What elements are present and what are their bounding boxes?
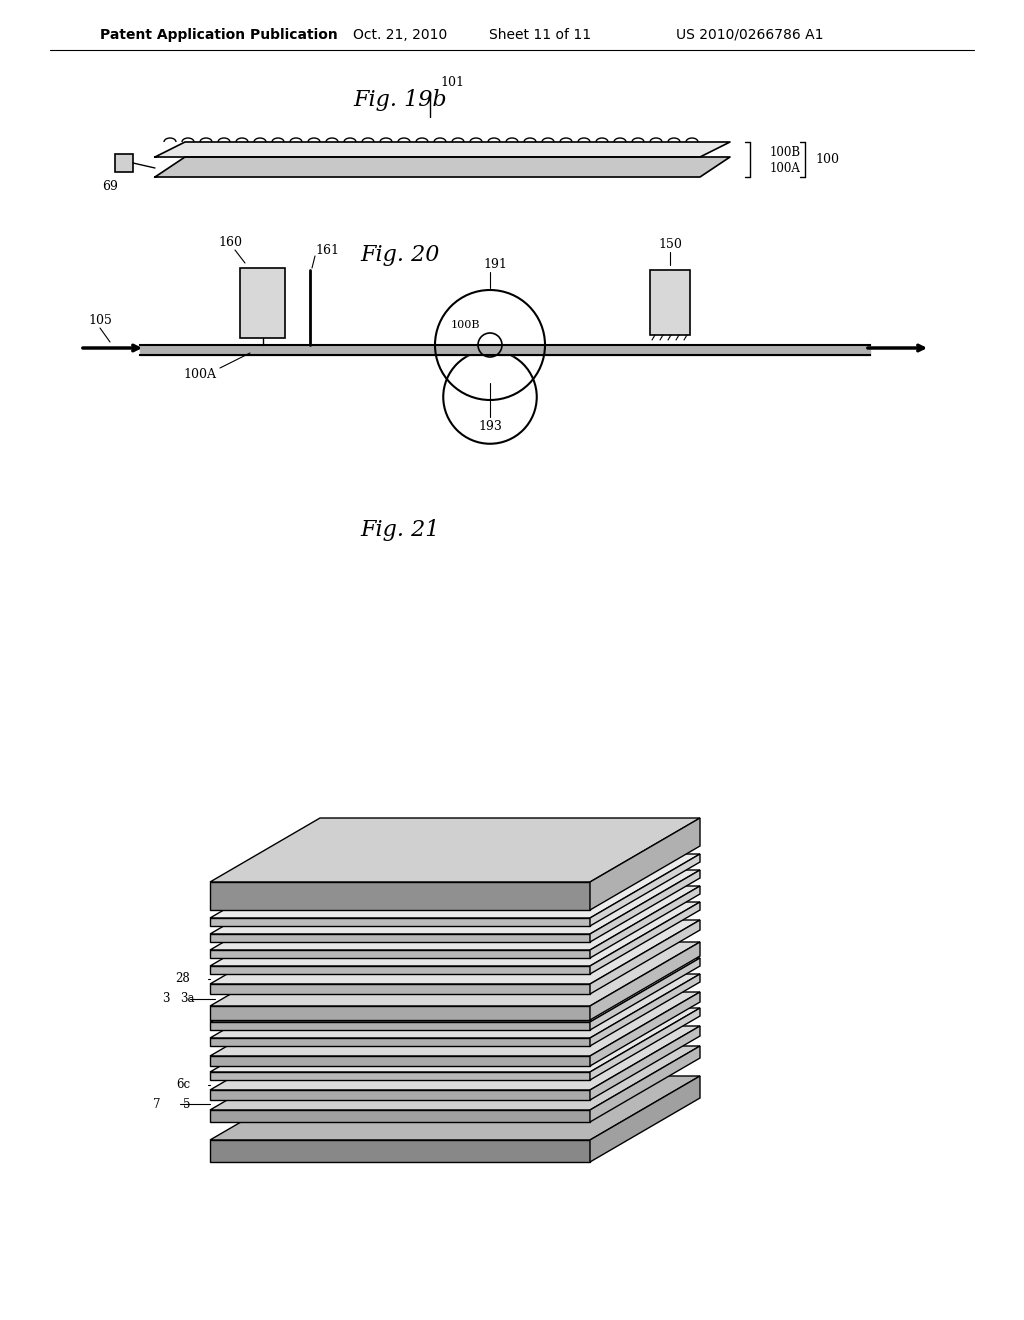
Polygon shape <box>590 942 700 1020</box>
Text: 191: 191 <box>483 259 507 272</box>
Bar <box>240 268 285 338</box>
Text: 3a: 3a <box>180 993 195 1006</box>
Polygon shape <box>210 993 700 1056</box>
Polygon shape <box>210 870 700 935</box>
Text: Sheet 11 of 11: Sheet 11 of 11 <box>488 28 591 42</box>
Polygon shape <box>590 886 700 958</box>
Polygon shape <box>210 974 700 1038</box>
Text: 5: 5 <box>182 1097 190 1110</box>
Polygon shape <box>210 1022 590 1030</box>
Text: 24: 24 <box>630 924 645 936</box>
Polygon shape <box>210 854 700 917</box>
Text: 150: 150 <box>658 239 682 252</box>
Polygon shape <box>210 1056 590 1067</box>
Text: 8: 8 <box>673 932 681 945</box>
Polygon shape <box>210 1026 700 1090</box>
Text: 3: 3 <box>163 993 170 1006</box>
Text: 28: 28 <box>175 973 190 986</box>
Polygon shape <box>210 818 700 882</box>
Polygon shape <box>210 983 590 994</box>
Text: Patent Application Publication: Patent Application Publication <box>100 28 338 42</box>
Polygon shape <box>590 958 700 1030</box>
Text: 100A: 100A <box>183 368 216 381</box>
Text: 6a: 6a <box>630 1011 644 1024</box>
Text: Fig. 20: Fig. 20 <box>360 244 439 267</box>
Polygon shape <box>210 1090 590 1100</box>
Polygon shape <box>590 993 700 1067</box>
Text: 26: 26 <box>630 956 645 969</box>
Polygon shape <box>210 935 590 942</box>
Bar <box>650 271 690 335</box>
Text: 100B: 100B <box>770 145 801 158</box>
Polygon shape <box>590 920 700 994</box>
Polygon shape <box>590 854 700 927</box>
Text: 9: 9 <box>630 1122 638 1135</box>
Polygon shape <box>590 902 700 974</box>
Text: Fig. 21: Fig. 21 <box>360 519 439 541</box>
Polygon shape <box>210 917 590 927</box>
Bar <box>115 154 133 172</box>
Polygon shape <box>590 1076 700 1162</box>
Text: Oct. 21, 2010: Oct. 21, 2010 <box>353 28 447 42</box>
Polygon shape <box>590 1045 700 1122</box>
Text: 160: 160 <box>218 236 242 249</box>
Polygon shape <box>155 157 730 177</box>
Text: Fig. 19b: Fig. 19b <box>353 88 446 111</box>
Text: 193: 193 <box>478 420 502 433</box>
Text: 6: 6 <box>630 1027 638 1040</box>
Text: 100A: 100A <box>770 162 801 176</box>
Text: 27: 27 <box>630 1061 645 1074</box>
Polygon shape <box>210 958 700 1022</box>
Polygon shape <box>210 942 700 1006</box>
Text: 69: 69 <box>102 181 118 194</box>
Polygon shape <box>210 966 590 974</box>
Text: US 2010/0266786 A1: US 2010/0266786 A1 <box>676 28 823 42</box>
Polygon shape <box>155 143 730 157</box>
Polygon shape <box>210 1140 590 1162</box>
Polygon shape <box>210 1006 590 1020</box>
Polygon shape <box>210 1008 700 1072</box>
Polygon shape <box>210 882 590 909</box>
Polygon shape <box>210 902 700 966</box>
Text: 6c: 6c <box>176 1078 190 1092</box>
Text: 7: 7 <box>153 1097 160 1110</box>
Polygon shape <box>590 870 700 942</box>
Text: 101: 101 <box>440 75 464 88</box>
Polygon shape <box>210 1045 700 1110</box>
Text: 100: 100 <box>815 153 839 166</box>
Text: 25: 25 <box>630 940 645 953</box>
Text: 161: 161 <box>315 243 339 256</box>
Text: 100B: 100B <box>451 319 480 330</box>
Polygon shape <box>210 950 590 958</box>
Polygon shape <box>210 1038 590 1045</box>
Polygon shape <box>590 1008 700 1080</box>
Text: 23: 23 <box>630 908 645 920</box>
Polygon shape <box>590 818 700 909</box>
Polygon shape <box>590 974 700 1045</box>
Text: 1: 1 <box>449 820 456 833</box>
Polygon shape <box>210 1110 590 1122</box>
Polygon shape <box>210 886 700 950</box>
Polygon shape <box>210 1076 700 1140</box>
Polygon shape <box>140 345 870 355</box>
Text: 6b: 6b <box>630 1044 645 1057</box>
Polygon shape <box>590 1026 700 1100</box>
Polygon shape <box>210 920 700 983</box>
Text: 105: 105 <box>88 314 112 326</box>
Polygon shape <box>210 1072 590 1080</box>
